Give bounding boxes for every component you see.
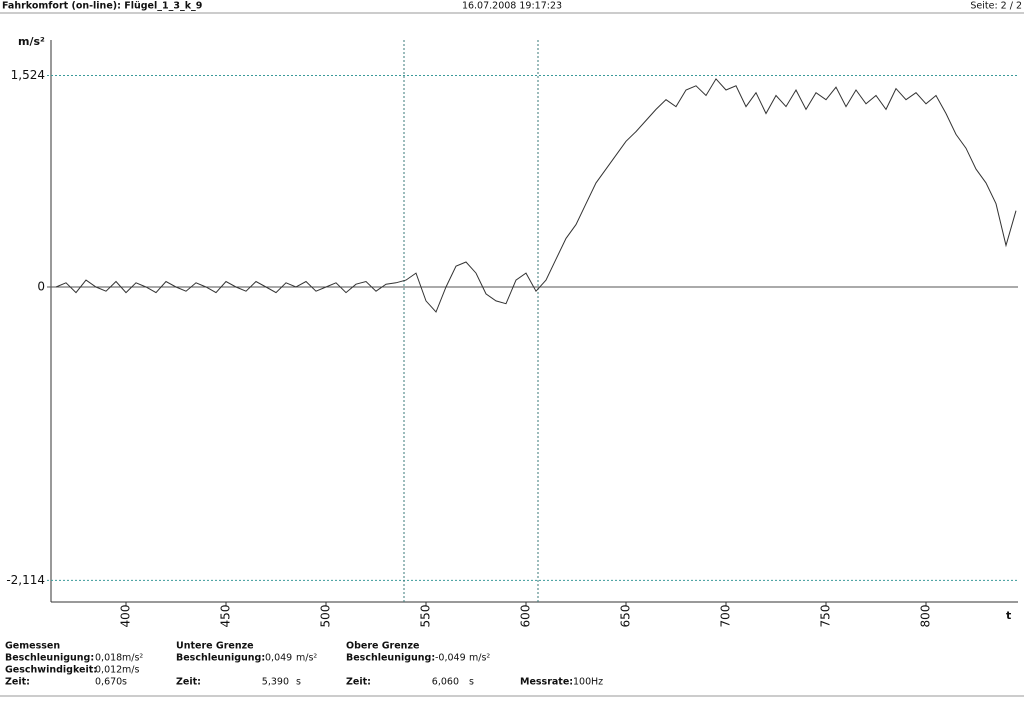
field-value: 0,670 <box>95 677 122 688</box>
x-tick-label: 700 <box>719 605 733 628</box>
data-line <box>55 78 1017 313</box>
field-label: Zeit: <box>346 677 371 688</box>
panel-title: Gemessen <box>5 641 60 652</box>
field-unit: m/s <box>122 665 139 676</box>
x-tick-label: 800 <box>919 605 933 628</box>
field-label: Beschleunigung: <box>5 653 94 664</box>
y-tick-label: -2,114 <box>6 573 45 587</box>
panel-title: Obere Grenze <box>346 641 419 652</box>
field-label: Geschwindigkeit: <box>5 665 97 676</box>
x-tick-label: 600 <box>519 605 533 628</box>
field-value: 5,390 <box>262 677 289 688</box>
y-unit: m/s² <box>18 35 45 48</box>
field-unit: m/s² <box>296 653 317 664</box>
x-tick-label: 400 <box>119 605 133 628</box>
field-unit: m/s² <box>122 653 143 664</box>
page-number: Seite: 2 / 2 <box>970 1 1022 12</box>
x-tick-label: 550 <box>419 605 433 628</box>
x-axis-label: t <box>1006 609 1011 622</box>
y-tick-label: 1,524 <box>11 68 45 82</box>
field-label: Beschleunigung: <box>176 653 265 664</box>
field-value: 0,049 <box>265 653 292 664</box>
report-date: 16.07.2008 19:17:23 <box>462 1 562 12</box>
rate-unit: Hz <box>591 677 603 688</box>
rate-value: 100 <box>573 677 591 688</box>
field-unit: m/s² <box>469 653 490 664</box>
field-label: Zeit: <box>176 677 201 688</box>
x-tick-label: 450 <box>219 605 233 628</box>
field-unit: s <box>469 677 474 688</box>
x-tick-label: 750 <box>819 605 833 628</box>
panel-title: Untere Grenze <box>176 641 254 652</box>
report-title: Fahrkomfort (on-line): Flügel_1_3_k_9 <box>2 1 202 12</box>
x-tick-label: 650 <box>619 605 633 628</box>
field-unit: s <box>296 677 301 688</box>
rate-label: Messrate: <box>520 677 573 688</box>
field-label: Beschleunigung: <box>346 653 435 664</box>
field-value: 0,018 <box>95 653 122 664</box>
y-tick-label: 0 <box>37 280 45 294</box>
field-label: Zeit: <box>5 677 30 688</box>
field-value: -0,049 <box>435 653 466 664</box>
field-value: 0,012 <box>95 665 122 676</box>
field-value: 6,060 <box>432 677 459 688</box>
field-unit: s <box>122 677 127 688</box>
x-tick-label: 500 <box>319 605 333 628</box>
